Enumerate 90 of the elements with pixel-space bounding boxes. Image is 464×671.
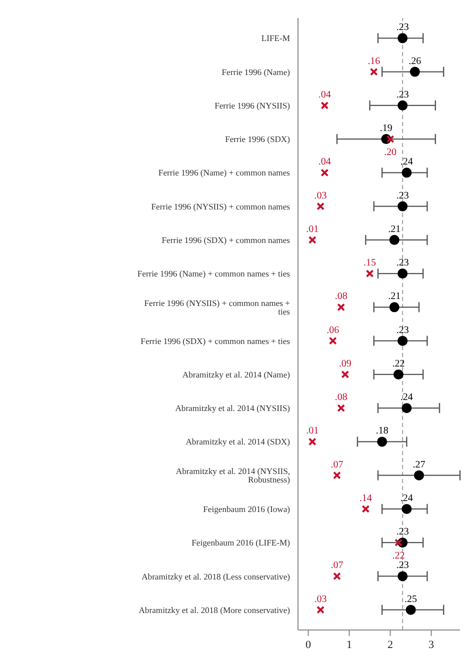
y-tick-label: Abramitzky et al. 2018 (More conservative) xyxy=(138,604,290,615)
point xyxy=(398,571,408,582)
y-tick-label: Ferrie 1996 (Name) + common names xyxy=(158,168,291,178)
annotation: .22 xyxy=(392,358,405,370)
annotation: .18 xyxy=(376,426,388,437)
y-tick-label: Ferrie 1996 (Name) xyxy=(222,66,290,77)
annotation: .23 xyxy=(396,526,409,538)
y-tick-label: Abramitzky et al. 2014 (NYSIIS, Robustness) xyxy=(176,466,290,485)
annotation: .04 xyxy=(318,156,331,168)
point xyxy=(332,471,341,480)
point xyxy=(386,135,394,144)
annotation: .06 xyxy=(326,324,340,336)
x-tick-label: 2 xyxy=(388,638,394,651)
point xyxy=(393,369,404,380)
point xyxy=(328,336,337,345)
point xyxy=(398,100,408,110)
point xyxy=(389,302,400,312)
y-tick-label: Abramitzky et al. 2014 (Name) xyxy=(182,369,290,380)
point xyxy=(362,504,370,513)
point xyxy=(320,101,329,110)
point xyxy=(410,66,420,77)
y-tick-label: Ferrie 1996 (SDX) xyxy=(225,134,290,144)
y-tick-label: Abramitzky et al. 2014 (NYSIIS) xyxy=(175,403,290,414)
annotation: .21 xyxy=(388,291,401,302)
point xyxy=(337,404,346,412)
annotation: .23 xyxy=(396,22,409,34)
y-tick-label: Ferrie 1996 (NYSIIS) + common names xyxy=(151,201,291,212)
annotation: .03 xyxy=(314,190,327,202)
annotation: .23 xyxy=(396,560,409,572)
point xyxy=(402,504,412,514)
annotation: .25 xyxy=(404,594,418,605)
y-tick-label: Ferrie 1996 (SDX) + common names xyxy=(162,234,291,245)
point xyxy=(316,202,325,210)
y-tick-label: Ferrie 1996 (NYSIIS) xyxy=(214,100,290,110)
y-tick-label: Ferrie 1996 (Name) + common names + ties xyxy=(137,268,291,279)
annotation: .23 xyxy=(396,258,409,269)
annotation: .24 xyxy=(400,492,413,504)
annotation: .15 xyxy=(364,258,376,269)
x-tick-label: 1 xyxy=(346,638,352,651)
point xyxy=(398,201,408,212)
annotation: .08 xyxy=(334,291,348,302)
annotation: .27 xyxy=(412,459,426,470)
annotation: .21 xyxy=(388,224,401,235)
annotation: .07 xyxy=(330,560,344,572)
annotation: .26 xyxy=(408,56,422,67)
point xyxy=(394,538,402,547)
y-tick-label: Ferrie 1996 (NYSIIS) + common names + ties xyxy=(144,298,291,317)
annotation: .14 xyxy=(359,492,372,504)
point xyxy=(406,604,416,615)
point xyxy=(398,268,408,279)
point xyxy=(337,303,346,312)
annotation: .23 xyxy=(396,89,409,100)
point xyxy=(377,436,388,447)
point xyxy=(402,168,412,178)
point xyxy=(341,370,350,378)
annotation: .04 xyxy=(318,89,331,100)
point xyxy=(332,572,341,580)
point xyxy=(370,68,378,76)
y-tick-label: Abramitzky et al. 2018 (Less conservative) xyxy=(142,571,290,582)
x-tick-label: 0 xyxy=(306,638,312,651)
x-tick-label: 3 xyxy=(428,638,435,651)
y-tick-label: Abramitzky et al. 2014 (SDX) xyxy=(186,436,290,447)
y-tick-label: Ferrie 1996 (SDX) + common names + ties xyxy=(140,336,291,346)
point xyxy=(366,270,374,278)
point xyxy=(320,168,329,177)
point xyxy=(316,606,325,614)
annotation: .20 xyxy=(384,147,397,158)
point xyxy=(402,403,412,414)
annotation: .24 xyxy=(400,392,413,404)
annotation: .01 xyxy=(306,224,319,235)
point xyxy=(308,236,316,244)
point xyxy=(389,234,400,245)
annotation: .24 xyxy=(400,156,413,168)
y-tick-label: Feigenbaum 2016 (LIFE-M) xyxy=(192,538,290,548)
annotation: .23 xyxy=(396,190,409,202)
annotation: .23 xyxy=(396,324,409,336)
annotation: .19 xyxy=(380,123,392,134)
y-tick-label: Feigenbaum 2016 (Iowa) xyxy=(203,504,290,514)
point xyxy=(398,33,408,44)
point xyxy=(414,470,424,480)
annotation: .22 xyxy=(392,550,405,562)
annotation: .01 xyxy=(306,426,319,437)
point xyxy=(308,438,316,446)
point xyxy=(398,336,408,346)
annotation: .03 xyxy=(314,594,327,605)
annotation: .16 xyxy=(368,56,380,67)
annotation: .09 xyxy=(338,358,352,370)
annotation: .07 xyxy=(330,459,344,470)
y-tick-label: LIFE-M xyxy=(261,33,290,44)
annotation: .08 xyxy=(334,392,348,404)
